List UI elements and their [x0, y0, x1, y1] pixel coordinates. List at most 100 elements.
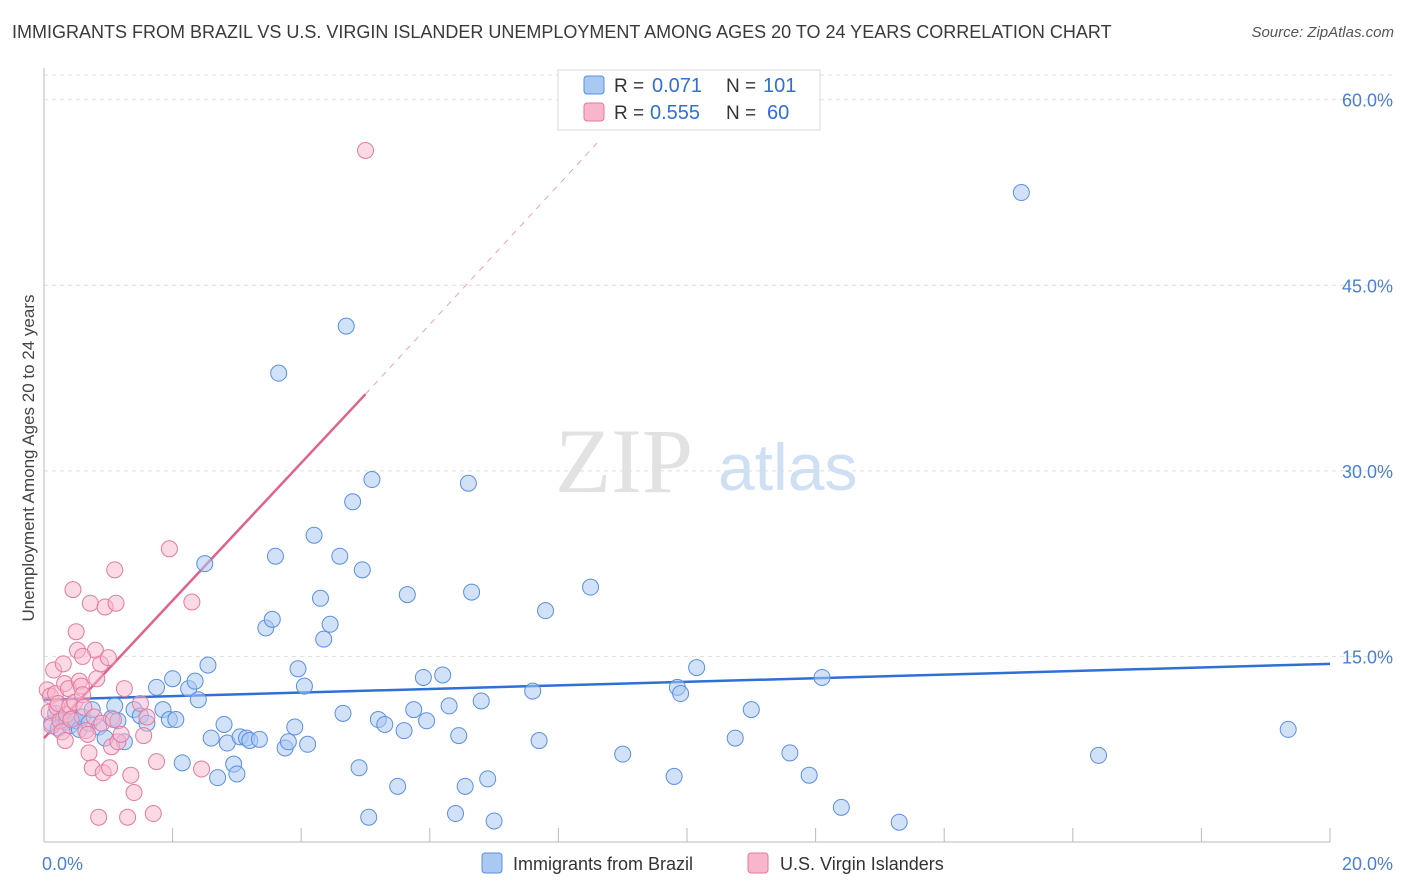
brazil-point-93 [781, 744, 799, 762]
brazil-point-31 [199, 656, 217, 674]
virgin-islanders-point-50 [135, 727, 153, 745]
brazil-point-28 [186, 672, 204, 690]
virgin-islanders-point-51 [138, 708, 156, 726]
brazil-point-66 [389, 777, 407, 795]
brazil-point-78 [463, 583, 481, 601]
brazil-point-26 [173, 754, 191, 772]
virgin-islanders-point-55 [183, 593, 201, 611]
brazil-point-79 [472, 692, 490, 710]
bottom-legend-label-virgin-islanders: U.S. Virgin Islanders [780, 854, 944, 874]
source-label: Source: ZipAtlas.com [1251, 24, 1394, 41]
y-tick-label-0: 15.0% [1342, 647, 1393, 667]
brazil-point-49 [289, 660, 307, 678]
brazil-point-92 [742, 701, 760, 719]
brazil-point-44 [266, 547, 284, 565]
y-axis-label: Unemployment Among Ages 20 to 24 years [19, 295, 38, 622]
legend-r-value-1: 0.071 [652, 75, 702, 97]
grid-lines [44, 74, 1395, 657]
brazil-point-45 [270, 364, 288, 382]
virgin-islanders-point-54 [160, 540, 178, 558]
virgin-islanders-point-58 [74, 647, 92, 665]
bottom-legend-swatch-virgin-islanders [747, 852, 769, 874]
watermark-atlas: atlas [718, 430, 857, 504]
legend-n-value-2: 60 [767, 102, 789, 124]
brazil-point-62 [360, 808, 378, 826]
brazil-point-75 [450, 727, 468, 745]
x-tick-label-1: 20.0% [1342, 854, 1393, 874]
brazil-point-65 [376, 715, 394, 733]
virgin-islanders-trend-extension [365, 142, 598, 395]
brazil-point-29 [189, 691, 207, 709]
brazil-point-60 [350, 759, 368, 777]
y-tick-labels: 15.0% 30.0% 45.0% 60.0% [1342, 91, 1393, 668]
brazil-point-74 [447, 805, 465, 823]
virgin-islanders-point-23 [75, 698, 93, 716]
brazil-point-55 [321, 615, 339, 633]
x-tick-label-0: 0.0% [42, 854, 83, 874]
brazil-point-69 [405, 701, 423, 719]
brazil-point-71 [418, 712, 436, 730]
brazil-point-30 [196, 555, 214, 573]
virgin-islanders-point-37 [99, 649, 117, 667]
virgin-islanders-point-40 [104, 711, 122, 729]
data-points [38, 141, 1297, 831]
brazil-point-84 [537, 602, 555, 620]
brazil-point-59 [344, 493, 362, 511]
virgin-islanders-point-47 [122, 766, 140, 784]
virgin-islanders-point-25 [79, 725, 97, 743]
brazil-trend-line [43, 662, 1331, 701]
virgin-islanders-point-32 [90, 808, 108, 826]
virgin-islanders-point-53 [148, 753, 166, 771]
virgin-islanders-point-38 [101, 759, 119, 777]
brazil-point-37 [228, 765, 246, 783]
brazil-point-72 [434, 666, 452, 684]
brazil-point-32 [202, 729, 220, 747]
virgin-islanders-point-18 [67, 623, 85, 641]
brazil-point-24 [164, 670, 182, 688]
brazil-point-90 [688, 659, 706, 677]
brazil-point-61 [353, 561, 371, 579]
legend-swatch-virgin-islanders [583, 102, 605, 122]
watermark-zip: ZIP [555, 410, 693, 512]
brazil-point-56 [331, 547, 349, 565]
legend-n-label-1: N = [726, 76, 756, 97]
virgin-islanders-point-59 [56, 732, 74, 750]
brazil-point-97 [890, 813, 908, 831]
brazil-point-95 [813, 668, 831, 686]
virgin-islanders-point-26 [80, 744, 98, 762]
brazil-point-43 [263, 610, 281, 628]
watermark: ZIP atlas [555, 410, 857, 512]
virgin-islanders-point-44 [112, 725, 130, 743]
virgin-islanders-point-45 [115, 680, 133, 698]
virgin-islanders-point-27 [81, 594, 99, 612]
brazil-point-21 [148, 678, 166, 696]
virgin-islanders-point-41 [106, 561, 124, 579]
brazil-point-83 [530, 732, 548, 750]
brazil-point-82 [524, 682, 542, 700]
brazil-point-54 [315, 630, 333, 648]
virgin-islanders-point-57 [357, 141, 374, 159]
y-tick-label-3: 60.0% [1342, 91, 1393, 111]
brazil-point-63 [363, 471, 381, 489]
virgin-islanders-point-52 [144, 805, 162, 823]
legend-n-label-2: N = [726, 103, 756, 124]
virgin-islanders-point-42 [107, 594, 125, 612]
brazil-point-94 [800, 766, 818, 784]
legend-n-value-1: 101 [763, 75, 796, 97]
y-tick-label-2: 45.0% [1342, 276, 1393, 296]
virgin-islanders-point-46 [119, 808, 137, 826]
bottom-legend-label-brazil: Immigrants from Brazil [513, 854, 693, 874]
brazil-point-87 [665, 767, 683, 785]
brazil-point-41 [250, 730, 268, 748]
y-axis-label-group: Unemployment Among Ages 20 to 24 years [19, 295, 38, 622]
legend-r-value-2: 0.555 [650, 102, 700, 124]
brazil-point-67 [395, 722, 413, 740]
axes [43, 68, 1331, 843]
virgin-islanders-point-56 [193, 760, 211, 778]
brazil-point-33 [209, 769, 227, 787]
brazil-point-76 [456, 777, 474, 795]
brazil-point-81 [485, 812, 503, 830]
correlation-legend: R = 0.071 N = 101 R = 0.555 N = 60 [557, 69, 821, 131]
brazil-point-89 [672, 685, 690, 703]
